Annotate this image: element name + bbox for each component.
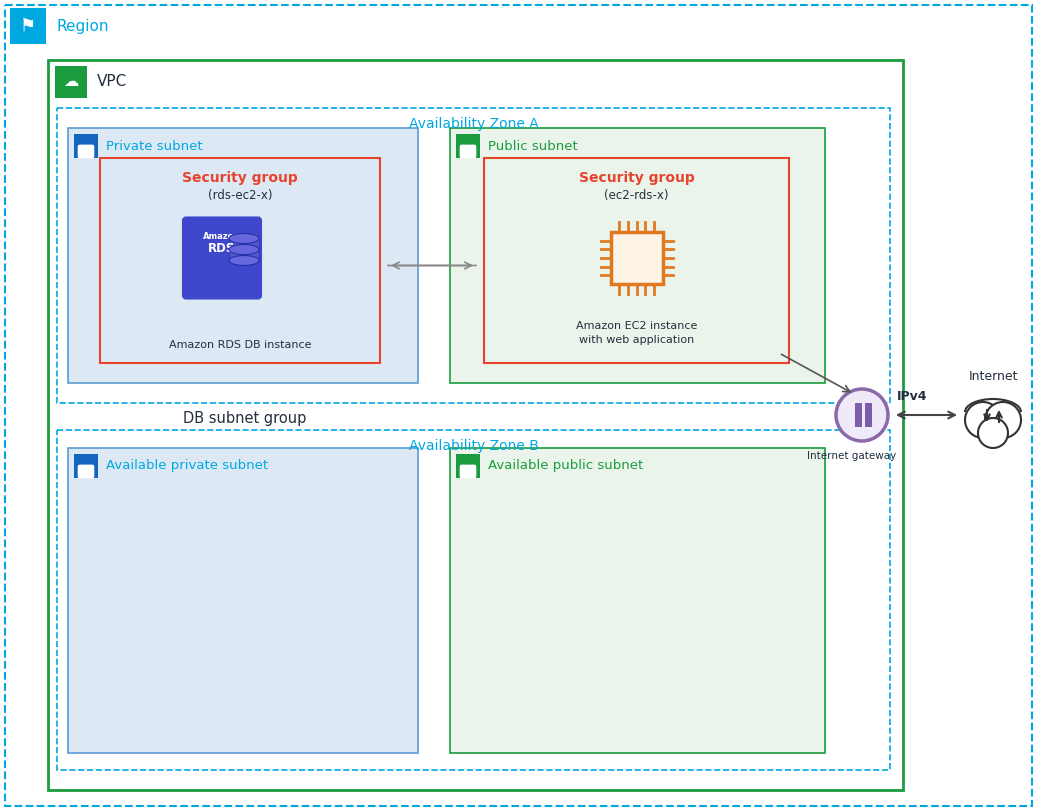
FancyBboxPatch shape: [78, 144, 94, 158]
Text: Region: Region: [56, 19, 109, 33]
Text: Available private subnet: Available private subnet: [106, 460, 269, 473]
Circle shape: [965, 402, 1001, 438]
Text: (ec2-rds-x): (ec2-rds-x): [605, 190, 669, 203]
Text: Security group: Security group: [183, 171, 298, 185]
Text: IPv4: IPv4: [897, 391, 927, 404]
Bar: [100, 158, 380, 363]
Ellipse shape: [229, 234, 259, 243]
Text: Available public subnet: Available public subnet: [488, 460, 643, 473]
Bar: [74, 134, 99, 158]
Bar: [229, 250, 259, 260]
Text: Availability Zone A: Availability Zone A: [409, 117, 538, 131]
Text: Security group: Security group: [579, 171, 695, 185]
Text: Private subnet: Private subnet: [106, 139, 202, 152]
Bar: [229, 238, 259, 250]
Bar: [74, 454, 99, 478]
Text: RDS: RDS: [208, 242, 235, 255]
Bar: [456, 454, 480, 478]
Ellipse shape: [229, 244, 259, 255]
Text: Availability Zone B: Availability Zone B: [409, 439, 538, 453]
Bar: [68, 128, 418, 383]
FancyBboxPatch shape: [78, 465, 94, 478]
Text: DB subnet group: DB subnet group: [184, 410, 307, 426]
Bar: [55, 66, 87, 98]
Bar: [57, 108, 890, 403]
Bar: [854, 403, 862, 427]
Bar: [865, 403, 872, 427]
Text: (rds-ec2-x): (rds-ec2-x): [207, 190, 273, 203]
Text: ☁: ☁: [63, 75, 79, 89]
Circle shape: [978, 418, 1008, 448]
Ellipse shape: [229, 255, 259, 265]
Text: ⚑: ⚑: [20, 17, 36, 35]
Bar: [450, 448, 825, 753]
FancyBboxPatch shape: [183, 217, 261, 298]
Bar: [10, 8, 46, 44]
Text: Internet gateway: Internet gateway: [808, 451, 897, 461]
Bar: [965, 402, 1021, 422]
FancyBboxPatch shape: [459, 144, 476, 158]
Text: Public subnet: Public subnet: [488, 139, 578, 152]
Text: VPC: VPC: [97, 75, 128, 89]
Bar: [484, 158, 789, 363]
Bar: [68, 448, 418, 753]
Bar: [450, 128, 825, 383]
Bar: [48, 60, 903, 790]
Bar: [611, 232, 663, 284]
Circle shape: [836, 389, 888, 441]
FancyBboxPatch shape: [459, 465, 476, 478]
Text: Amazon RDS DB instance: Amazon RDS DB instance: [169, 340, 311, 350]
Text: Amazon EC2 instance
with web application: Amazon EC2 instance with web application: [576, 321, 697, 345]
Text: Amazon: Amazon: [203, 232, 241, 241]
Bar: [57, 430, 890, 770]
Circle shape: [985, 402, 1021, 438]
Text: Internet: Internet: [969, 370, 1017, 383]
Bar: [456, 134, 480, 158]
